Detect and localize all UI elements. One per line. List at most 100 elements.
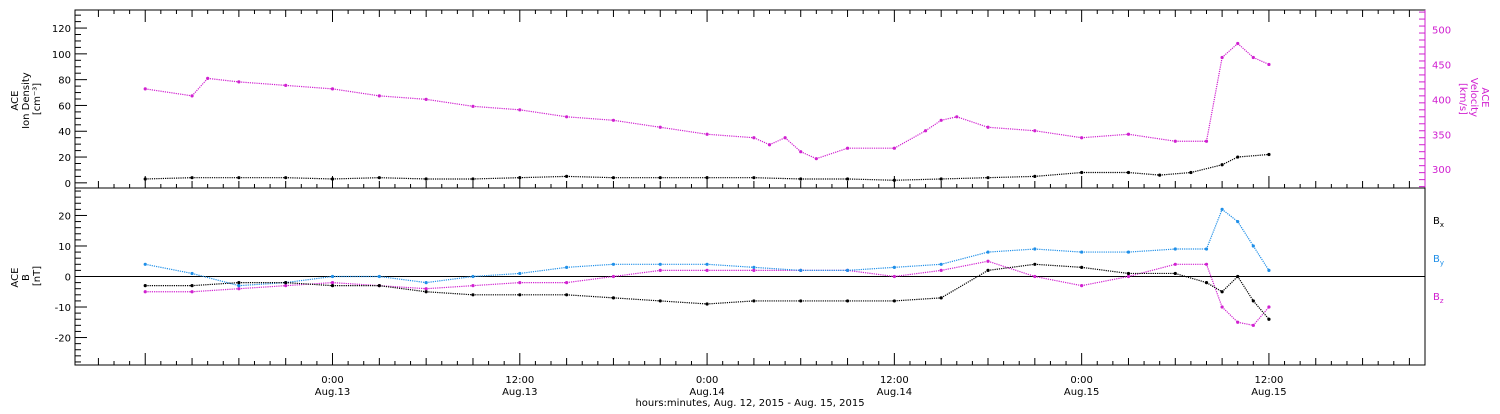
bz-segment — [472, 282, 520, 287]
velocity-segment — [1081, 133, 1129, 139]
density-segment — [519, 175, 567, 179]
top-y2label: ACE Velocity [km/s] — [1457, 78, 1490, 120]
top-left-tick-label: 0 — [65, 179, 71, 190]
bz-segment — [1034, 275, 1082, 287]
velocity-segment — [191, 78, 209, 97]
top-y2label-line-1: ACE — [1479, 87, 1490, 107]
by-segment — [191, 272, 240, 287]
by-segment — [1237, 221, 1254, 247]
bx-segment — [1252, 300, 1270, 320]
top-ylabel-line-3: [cm⁻³] — [32, 83, 43, 115]
velocity-segment — [1034, 130, 1082, 139]
legend-sub: z — [1440, 297, 1444, 305]
bottom-left-axis: -20 -10 0 10 20 — [55, 190, 87, 363]
velocity-segment — [1205, 57, 1223, 142]
by-segment — [847, 266, 895, 271]
density-segment — [1221, 156, 1238, 166]
bx-segment — [1034, 263, 1082, 268]
velocity-segment — [956, 116, 989, 128]
bz-segment — [238, 285, 286, 290]
top-right-tick-label: 500 — [1432, 26, 1451, 37]
bx-segment — [707, 300, 754, 305]
legend-bx: Bx — [1433, 216, 1444, 229]
velocity-segment — [285, 84, 333, 90]
density-segment — [847, 178, 895, 181]
x-tick-label-date: Aug.15 — [1251, 387, 1286, 398]
legend-base: B — [1433, 216, 1440, 227]
bz-segment — [987, 260, 1036, 278]
bz-segment — [941, 260, 989, 271]
density-segment — [285, 177, 333, 180]
by-segment — [1221, 208, 1239, 223]
bottom-left-tick-label: 10 — [58, 242, 71, 253]
bx-segment — [1206, 282, 1223, 293]
velocity-segment — [472, 105, 520, 111]
density-segment — [1159, 171, 1191, 176]
velocity-segment — [925, 119, 942, 132]
legend-by: By — [1433, 254, 1444, 267]
velocity-segment — [784, 137, 802, 153]
velocity-segment — [707, 133, 754, 139]
x-tick-label-time: 12:00 — [505, 375, 534, 386]
velocity-segment — [519, 109, 567, 118]
velocity-segment — [816, 147, 848, 160]
top-right-tick-label: 350 — [1432, 130, 1451, 141]
bz-segment — [613, 269, 661, 278]
top-right-tick-label: 400 — [1432, 95, 1451, 106]
by-segment — [707, 263, 754, 268]
x-tick-label-date: Aug.14 — [877, 387, 912, 398]
velocity-segment — [613, 119, 661, 128]
velocity-segment — [894, 130, 926, 149]
velocity-segment — [332, 88, 380, 97]
top-right-tick-label: 300 — [1432, 165, 1451, 176]
velocity-segment — [145, 88, 193, 97]
bz-segment — [426, 285, 474, 290]
x-tick-label-time: 0:00 — [1070, 375, 1092, 386]
top-ylabel: ACE Ion Density [cm⁻³] — [10, 69, 43, 129]
by-segment — [941, 251, 989, 265]
bottom-legend: Bx By Bz — [1433, 216, 1444, 305]
velocity-segment — [566, 116, 614, 121]
x-axis: 0:00Aug.1312:00Aug.130:00Aug.1412:00Aug.… — [97, 10, 1410, 398]
by-segment — [894, 263, 942, 268]
by-segment — [1034, 248, 1082, 253]
density-segment — [472, 177, 520, 180]
top-left-tick-label: 100 — [52, 50, 71, 61]
by-segment — [285, 275, 333, 284]
velocity-segment — [987, 126, 1035, 132]
density-segment — [894, 178, 942, 181]
bx-segment — [1221, 276, 1239, 293]
x-tick-label-time: 12:00 — [1255, 375, 1284, 386]
bx-segment — [1081, 266, 1129, 275]
bz-segment — [192, 288, 239, 293]
legend-bz: Bz — [1433, 292, 1444, 305]
velocity-segment — [753, 137, 770, 146]
bz-segment — [1237, 321, 1254, 326]
top-series-group — [143, 41, 1271, 182]
bz-segment — [1128, 263, 1176, 278]
density-segment — [987, 175, 1035, 179]
by-segment — [1128, 248, 1176, 253]
bx-segment — [940, 269, 989, 299]
velocity-point — [143, 87, 147, 91]
density-segment — [753, 177, 801, 180]
bx-segment — [1175, 272, 1207, 284]
bottom-ylabel-line-2: B — [21, 274, 32, 281]
velocity-segment — [1221, 43, 1239, 58]
density-segment — [1128, 171, 1160, 176]
bottom-ylabel: ACE B [nT] — [10, 264, 43, 287]
top-panel-frame — [74, 9, 1426, 189]
bz-segment — [894, 269, 942, 278]
bx-segment — [894, 297, 942, 302]
by-segment — [987, 248, 1035, 253]
density-segment — [1034, 171, 1082, 177]
x-tick-label-date: Aug.15 — [1064, 387, 1099, 398]
by-segment — [1205, 209, 1223, 250]
top-y2label-line-3: [km/s] — [1457, 83, 1468, 115]
by-segment — [1252, 245, 1270, 271]
x-tick-label-time: 0:00 — [321, 375, 343, 386]
velocity-segment — [1128, 133, 1176, 142]
density-segment — [1190, 164, 1223, 174]
bz-segment — [1205, 264, 1223, 308]
bx-segment — [566, 294, 614, 299]
